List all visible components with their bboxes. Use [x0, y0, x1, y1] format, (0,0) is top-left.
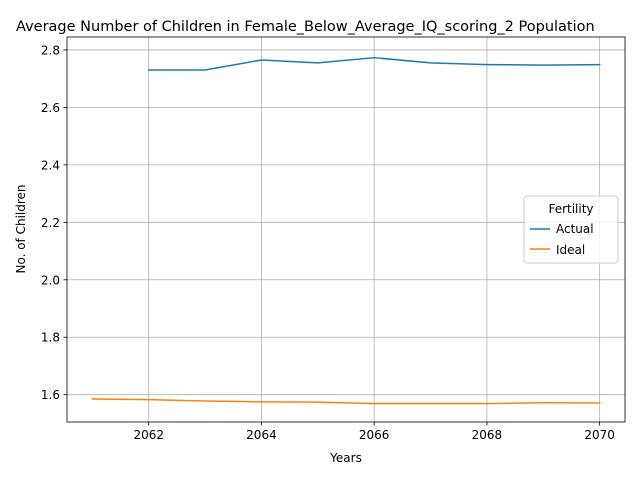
x-tick-label: 2068	[472, 428, 503, 442]
x-tick-label: 2062	[133, 428, 164, 442]
chart-title: Average Number of Children in Female_Bel…	[16, 19, 595, 35]
y-axis-label: No. of Children	[14, 184, 28, 273]
legend-box	[523, 195, 619, 264]
y-tick-label: 2.4	[41, 158, 60, 172]
series-line-ideal	[91, 398, 601, 405]
y-tick-label: 1.6	[41, 388, 60, 402]
x-tick-label: 2066	[359, 428, 390, 442]
y-tick-label: 2.8	[41, 43, 60, 57]
y-tick-label: 1.8	[41, 331, 60, 345]
y-tick-label: 2.6	[41, 101, 60, 115]
grid	[67, 37, 625, 422]
x-axis-label: Years	[329, 451, 362, 465]
legend-label-actual: Actual	[556, 222, 594, 236]
axis-ticks: 2062 2064 2066 2068 2070 1.6 1.8 2.0 2.2 2.4 2.6 2.…	[41, 43, 615, 442]
series-line-actual	[147, 56, 601, 71]
x-tick-label: 2070	[584, 428, 615, 442]
legend-label-ideal: Ideal	[556, 243, 585, 257]
x-tick-label: 2064	[246, 428, 277, 442]
y-tick-label: 2.0	[41, 273, 60, 287]
legend: Fertility Actual Ideal	[523, 195, 619, 264]
plot-frame	[66, 36, 626, 423]
series-lines	[91, 56, 601, 405]
y-tick-label: 2.2	[41, 216, 60, 230]
legend-title: Fertility	[548, 202, 593, 216]
